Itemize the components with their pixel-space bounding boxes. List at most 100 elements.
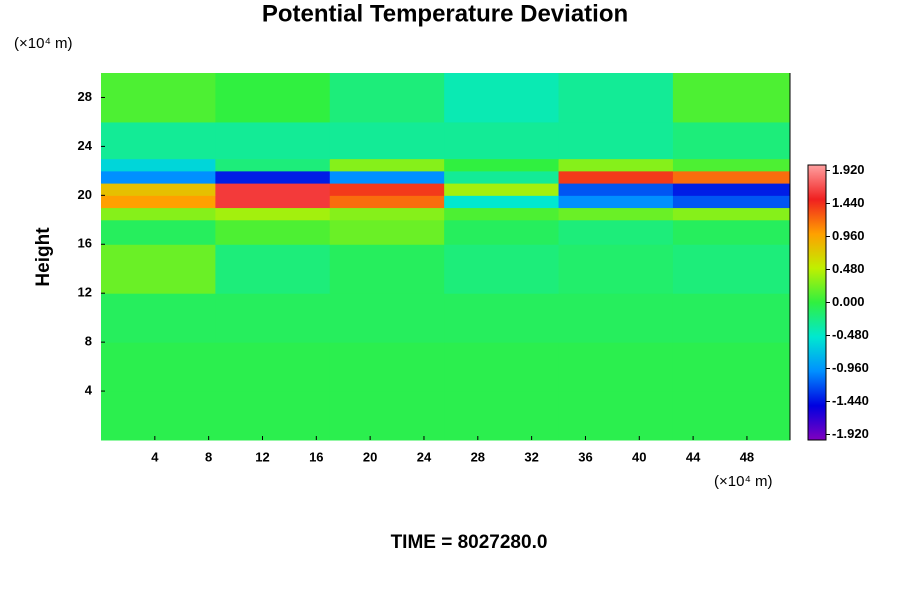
- field-cell: [558, 73, 674, 123]
- x-tick-label: 20: [363, 449, 377, 464]
- field-cell: [444, 207, 560, 221]
- x-tick-label: 12: [255, 449, 269, 464]
- field-cell: [101, 195, 216, 209]
- field-cell: [329, 170, 445, 184]
- field-cell: [101, 391, 216, 441]
- field-cell: [329, 121, 445, 160]
- field-cell: [444, 293, 560, 343]
- field-cell: [101, 158, 216, 172]
- field-cell: [101, 183, 216, 196]
- colorbar-tick-label: 0.960: [832, 228, 865, 243]
- field-cell: [329, 73, 445, 123]
- field-cell: [672, 73, 791, 123]
- y-tick-label: 12: [78, 285, 92, 300]
- field-cell: [558, 219, 674, 245]
- x-tick-label: 36: [578, 449, 592, 464]
- field-cell: [101, 342, 216, 392]
- field-cell: [558, 391, 674, 441]
- field-cell: [215, 244, 331, 294]
- colorbar-tick-label: 1.440: [832, 195, 865, 210]
- colorbar: [807, 164, 827, 441]
- field-cell: [101, 73, 216, 123]
- x-unit: (×10⁴ m): [714, 473, 773, 490]
- field-cell: [215, 207, 331, 221]
- field-cell: [444, 158, 560, 172]
- field-cell: [444, 342, 560, 392]
- field-cell: [329, 293, 445, 343]
- field-cell: [101, 219, 216, 245]
- field-cell: [215, 293, 331, 343]
- colorbar-tick-label: -0.480: [832, 327, 869, 342]
- field-cell: [329, 195, 445, 209]
- field-cell: [672, 293, 791, 343]
- field-cell: [558, 170, 674, 184]
- field-cell: [215, 158, 331, 172]
- field-cell: [329, 244, 445, 294]
- field-cell: [558, 293, 674, 343]
- field-cell: [672, 244, 791, 294]
- field-cell: [672, 195, 791, 209]
- field-cell: [558, 121, 674, 160]
- colorbar-tick-label: -0.960: [832, 360, 869, 375]
- field-cell: [558, 244, 674, 294]
- field-cell: [329, 158, 445, 172]
- field-cell: [672, 170, 791, 184]
- y-tick-label: 20: [78, 187, 92, 202]
- plot-area: [101, 73, 791, 441]
- field-cell: [329, 391, 445, 441]
- x-tick-label: 44: [686, 449, 701, 464]
- field-cell: [215, 121, 331, 160]
- field-cell: [444, 195, 560, 209]
- field-cell: [444, 183, 560, 196]
- field-cell: [329, 183, 445, 196]
- field-cell: [558, 195, 674, 209]
- field-cell: [215, 219, 331, 245]
- field-cell: [215, 170, 331, 184]
- field-cell: [444, 170, 560, 184]
- field-cell: [444, 244, 560, 294]
- field-cell: [558, 207, 674, 221]
- x-tick-label: 40: [632, 449, 646, 464]
- y-tick-label: 24: [78, 138, 93, 153]
- y-axis-label: Height: [33, 227, 54, 287]
- footer: TIME = 8027280.0: [391, 532, 548, 553]
- field-cell: [444, 391, 560, 441]
- field-cell: [672, 342, 791, 392]
- field-cell: [215, 183, 331, 196]
- field-cell: [101, 170, 216, 184]
- colorbar-tick-label: 1.920: [832, 162, 865, 177]
- x-tick-label: 16: [309, 449, 323, 464]
- colorbar-tick-label: -1.440: [832, 393, 869, 408]
- field-cell: [672, 207, 791, 221]
- colorbar-tick-label: -1.920: [832, 426, 869, 441]
- field-cell: [558, 158, 674, 172]
- y-unit: (×10⁴ m): [14, 35, 73, 52]
- field-cell: [101, 293, 216, 343]
- colorbar-tick-label: 0.000: [832, 294, 865, 309]
- x-tick-label: 4: [151, 449, 159, 464]
- y-tick-label: 4: [85, 383, 93, 398]
- field-cell: [329, 219, 445, 245]
- field-cell: [672, 121, 791, 160]
- field-cell: [444, 121, 560, 160]
- field-cell: [101, 244, 216, 294]
- field-cell: [329, 207, 445, 221]
- field-cell: [101, 121, 216, 160]
- field-cell: [215, 195, 331, 209]
- y-tick-label: 8: [85, 334, 92, 349]
- x-tick-label: 28: [471, 449, 485, 464]
- field-cell: [329, 342, 445, 392]
- field-cell: [558, 342, 674, 392]
- x-tick-label: 48: [740, 449, 754, 464]
- x-tick-label: 32: [524, 449, 538, 464]
- field-cell: [444, 73, 560, 123]
- x-tick-label: 8: [205, 449, 212, 464]
- field-cell: [672, 391, 791, 441]
- field-cell: [215, 342, 331, 392]
- field-cell: [444, 219, 560, 245]
- field-cell: [672, 183, 791, 196]
- field-cell: [215, 73, 331, 123]
- y-tick-label: 16: [78, 236, 92, 251]
- field-cell: [672, 158, 791, 172]
